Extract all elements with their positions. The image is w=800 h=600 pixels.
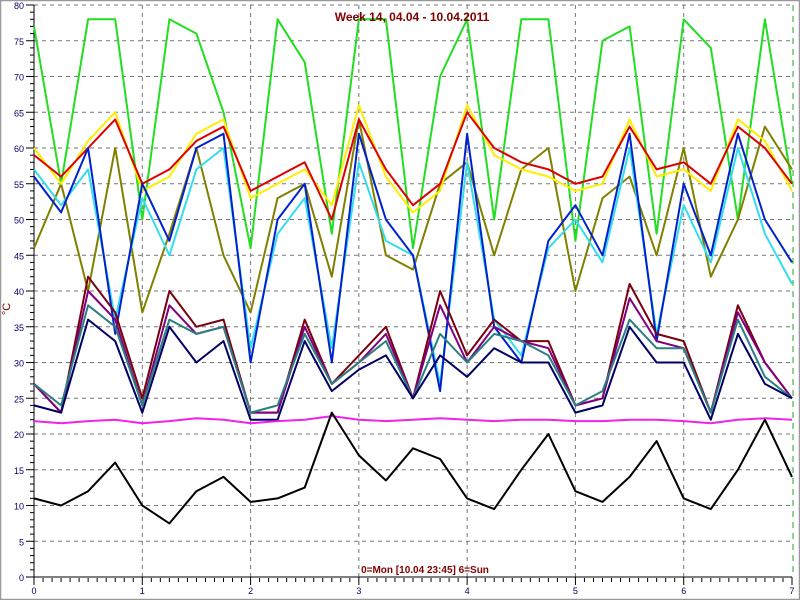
y-tick-label: 15 xyxy=(14,466,24,476)
x-tick-label: 2 xyxy=(248,586,253,596)
y-tick-label: 55 xyxy=(14,180,24,190)
y-tick-label: 70 xyxy=(14,73,24,83)
x-axis-label: 0=Mon [10.04 23:45] 6=Sun xyxy=(361,565,489,576)
x-tick-label: 1 xyxy=(140,586,145,596)
y-axis-label: °C xyxy=(1,303,13,315)
x-tick-label: 5 xyxy=(573,586,578,596)
series-line-blue xyxy=(33,132,793,393)
x-tick-label: 0 xyxy=(31,586,36,596)
x-tick-label: 7 xyxy=(789,586,794,596)
y-tick-label: 80 xyxy=(14,1,24,11)
y-tick-label: 25 xyxy=(14,394,24,404)
y-tick-label: 45 xyxy=(14,251,24,261)
x-tick-label: 3 xyxy=(356,586,361,596)
x-tick-label: 6 xyxy=(681,586,686,596)
series-line-yellow xyxy=(33,104,793,214)
series-line-red xyxy=(33,111,793,221)
y-tick-label: 10 xyxy=(14,502,24,512)
y-tick-label: 65 xyxy=(14,108,24,118)
y-tick-label: 40 xyxy=(14,287,24,297)
series-lines xyxy=(33,18,793,525)
y-tick-label: 60 xyxy=(14,144,24,154)
y-tick-label: 35 xyxy=(14,323,24,333)
y-tick-label: 30 xyxy=(14,359,24,369)
series-line-magenta xyxy=(33,415,793,425)
series-line-olive xyxy=(33,118,793,314)
series-line-navy xyxy=(33,318,793,421)
series-line-black xyxy=(33,411,793,525)
y-tick-label: 75 xyxy=(14,37,24,47)
grid xyxy=(34,4,794,577)
y-tick-label: 50 xyxy=(14,216,24,226)
y-tick-label: 0 xyxy=(19,573,24,583)
chart-title: Week 14, 04.04 - 10.04.2011 xyxy=(335,10,490,24)
y-tick-label: 20 xyxy=(14,430,24,440)
series-line-green xyxy=(33,18,793,250)
y-tick-label: 5 xyxy=(19,537,24,547)
x-tick-label: 4 xyxy=(465,586,470,596)
